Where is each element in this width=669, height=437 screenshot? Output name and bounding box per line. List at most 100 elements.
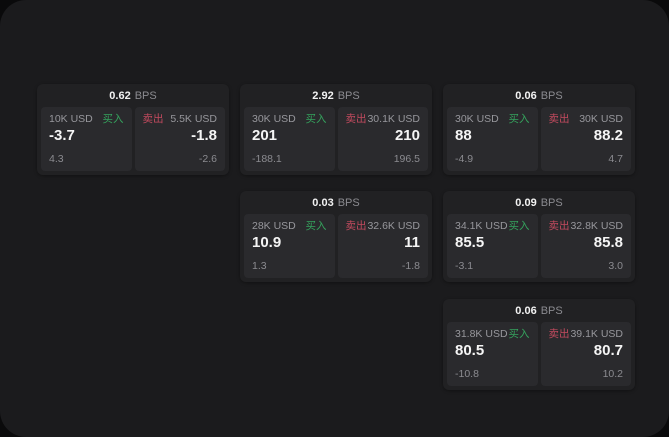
sell-pane[interactable]: 卖出 32.8K USD 85.8 3.0 — [540, 214, 631, 278]
buy-delta: 4.3 — [49, 153, 64, 165]
buy-side-label: 买入 — [102, 113, 124, 125]
buy-size-label: 31.8K USD — [455, 328, 508, 340]
sell-price: 80.7 — [593, 341, 623, 359]
quote-body: 28K USD 买入 10.9 1.3 卖出 32.6K USD 11 -1.8 — [244, 214, 428, 278]
buy-side-label: 买入 — [305, 113, 327, 125]
buy-delta: -188.1 — [252, 153, 282, 165]
sell-size-label: 5.5K USD — [170, 113, 217, 125]
buy-price: 88 — [455, 126, 472, 144]
bps-value: 0.62 — [109, 89, 131, 102]
sell-side-label: 卖出 — [142, 113, 164, 125]
buy-size-label: 30K USD — [252, 113, 296, 125]
buy-pane-header: 30K USD 买入 — [455, 114, 530, 125]
buy-pane-header: 34.1K USD 买入 — [455, 221, 530, 232]
buy-pane-header: 28K USD 买入 — [252, 221, 327, 232]
buy-pane[interactable]: 34.1K USD 买入 85.5 -3.1 — [447, 214, 538, 278]
sell-pane[interactable]: 卖出 30K USD 88.2 4.7 — [540, 107, 631, 171]
sell-pane[interactable]: 卖出 32.6K USD 11 -1.8 — [337, 214, 428, 278]
quote-card: 0.06 BPS 31.8K USD 买入 80.5 -10.8 卖出 39.1… — [443, 299, 635, 390]
buy-pane[interactable]: 31.8K USD 买入 80.5 -10.8 — [447, 322, 538, 386]
sell-side-label: 卖出 — [345, 113, 367, 125]
buy-price: 85.5 — [455, 233, 485, 251]
quote-card: 0.09 BPS 34.1K USD 买入 85.5 -3.1 卖出 32.8K… — [443, 191, 635, 282]
buy-size-label: 28K USD — [252, 220, 296, 232]
sell-delta: 3.0 — [608, 260, 623, 272]
bps-header: 0.06 BPS — [447, 84, 631, 107]
bps-header: 0.62 BPS — [41, 84, 225, 107]
sell-pane-header: 卖出 39.1K USD — [549, 329, 624, 340]
buy-side-label: 买入 — [305, 220, 327, 232]
sell-price: 210 — [394, 126, 420, 144]
buy-pane[interactable]: 28K USD 买入 10.9 1.3 — [244, 214, 335, 278]
sell-price: -1.8 — [191, 126, 217, 144]
quote-card: 0.62 BPS 10K USD 买入 -3.7 4.3 卖出 5.5K USD… — [37, 84, 229, 175]
buy-side-label: 买入 — [508, 328, 530, 340]
sell-side-label: 卖出 — [548, 328, 570, 340]
buy-price: 10.9 — [252, 233, 282, 251]
bps-value: 0.03 — [312, 196, 334, 209]
bps-unit-label: BPS — [540, 196, 563, 209]
quote-card: 0.03 BPS 28K USD 买入 10.9 1.3 卖出 32.6K US… — [240, 191, 432, 282]
bps-unit-label: BPS — [134, 89, 157, 102]
quote-body: 30K USD 买入 88 -4.9 卖出 30K USD 88.2 4.7 — [447, 107, 631, 171]
bps-value: 0.06 — [515, 304, 537, 317]
bps-header: 2.92 BPS — [244, 84, 428, 107]
buy-side-label: 买入 — [508, 113, 530, 125]
sell-pane-header: 卖出 5.5K USD — [143, 114, 218, 125]
bps-unit-label: BPS — [540, 89, 563, 102]
buy-pane[interactable]: 30K USD 买入 88 -4.9 — [447, 107, 538, 171]
quote-body: 34.1K USD 买入 85.5 -3.1 卖出 32.8K USD 85.8… — [447, 214, 631, 278]
sell-delta: 10.2 — [602, 368, 623, 380]
buy-size-label: 34.1K USD — [455, 220, 508, 232]
sell-pane-header: 卖出 32.8K USD — [549, 221, 624, 232]
buy-delta: -4.9 — [455, 153, 474, 165]
sell-pane[interactable]: 卖出 5.5K USD -1.8 -2.6 — [134, 107, 225, 171]
sell-side-label: 卖出 — [548, 113, 570, 125]
bps-value: 2.92 — [312, 89, 334, 102]
bps-header: 0.06 BPS — [447, 299, 631, 322]
sell-size-label: 39.1K USD — [570, 328, 623, 340]
buy-pane-header: 10K USD 买入 — [49, 114, 124, 125]
bps-header: 0.03 BPS — [244, 191, 428, 214]
bps-header: 0.09 BPS — [447, 191, 631, 214]
sell-size-label: 32.8K USD — [570, 220, 623, 232]
sell-delta: -1.8 — [401, 260, 420, 272]
sell-side-label: 卖出 — [548, 220, 570, 232]
quote-body: 31.8K USD 买入 80.5 -10.8 卖出 39.1K USD 80.… — [447, 322, 631, 386]
buy-price: 201 — [252, 126, 278, 144]
sell-size-label: 30.1K USD — [367, 113, 420, 125]
buy-pane-header: 31.8K USD 买入 — [455, 329, 530, 340]
sell-price: 88.2 — [593, 126, 623, 144]
buy-price: 80.5 — [455, 341, 485, 359]
sell-delta: 196.5 — [393, 153, 420, 165]
bps-value: 0.09 — [515, 196, 537, 209]
buy-pane[interactable]: 10K USD 买入 -3.7 4.3 — [41, 107, 132, 171]
bps-unit-label: BPS — [337, 89, 360, 102]
sell-size-label: 32.6K USD — [367, 220, 420, 232]
sell-pane-header: 卖出 32.6K USD — [346, 221, 421, 232]
buy-pane[interactable]: 30K USD 买入 201 -188.1 — [244, 107, 335, 171]
buy-side-label: 买入 — [508, 220, 530, 232]
sell-delta: -2.6 — [198, 153, 217, 165]
buy-delta: -10.8 — [455, 368, 479, 380]
buy-delta: 1.3 — [252, 260, 267, 272]
buy-delta: -3.1 — [455, 260, 474, 272]
buy-price: -3.7 — [49, 126, 75, 144]
quote-body: 30K USD 买入 201 -188.1 卖出 30.1K USD 210 1… — [244, 107, 428, 171]
sell-pane[interactable]: 卖出 30.1K USD 210 196.5 — [337, 107, 428, 171]
quote-body: 10K USD 买入 -3.7 4.3 卖出 5.5K USD -1.8 -2.… — [41, 107, 225, 171]
bps-unit-label: BPS — [337, 196, 360, 209]
quote-card: 2.92 BPS 30K USD 买入 201 -188.1 卖出 30.1K … — [240, 84, 432, 175]
quote-card: 0.06 BPS 30K USD 买入 88 -4.9 卖出 30K USD 8… — [443, 84, 635, 175]
sell-price: 85.8 — [593, 233, 623, 251]
sell-size-label: 30K USD — [579, 113, 623, 125]
buy-size-label: 30K USD — [455, 113, 499, 125]
sell-pane-header: 卖出 30K USD — [549, 114, 624, 125]
bps-value: 0.06 — [515, 89, 537, 102]
buy-size-label: 10K USD — [49, 113, 93, 125]
bps-unit-label: BPS — [540, 304, 563, 317]
sell-pane[interactable]: 卖出 39.1K USD 80.7 10.2 — [540, 322, 631, 386]
sell-side-label: 卖出 — [345, 220, 367, 232]
buy-pane-header: 30K USD 买入 — [252, 114, 327, 125]
